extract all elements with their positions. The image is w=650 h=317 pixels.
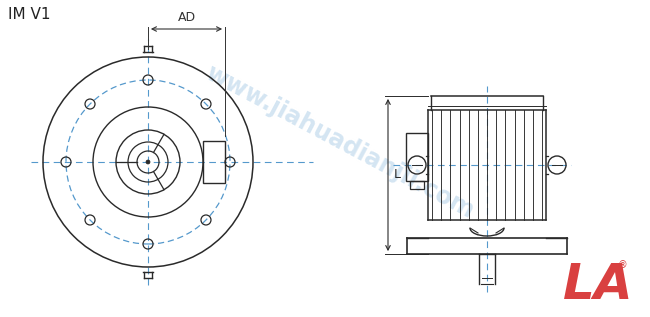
Circle shape	[146, 160, 150, 164]
Text: IM V1: IM V1	[8, 7, 51, 22]
Text: LA: LA	[563, 261, 634, 309]
Text: ®: ®	[618, 260, 628, 270]
Text: L: L	[394, 169, 401, 182]
Bar	[203, 141, 225, 183]
Text: www.jiahuadianjii.com: www.jiahuadianjii.com	[202, 61, 478, 223]
Bar	[406, 133, 428, 181]
Bar	[410, 181, 424, 189]
Text: AD: AD	[177, 11, 196, 24]
